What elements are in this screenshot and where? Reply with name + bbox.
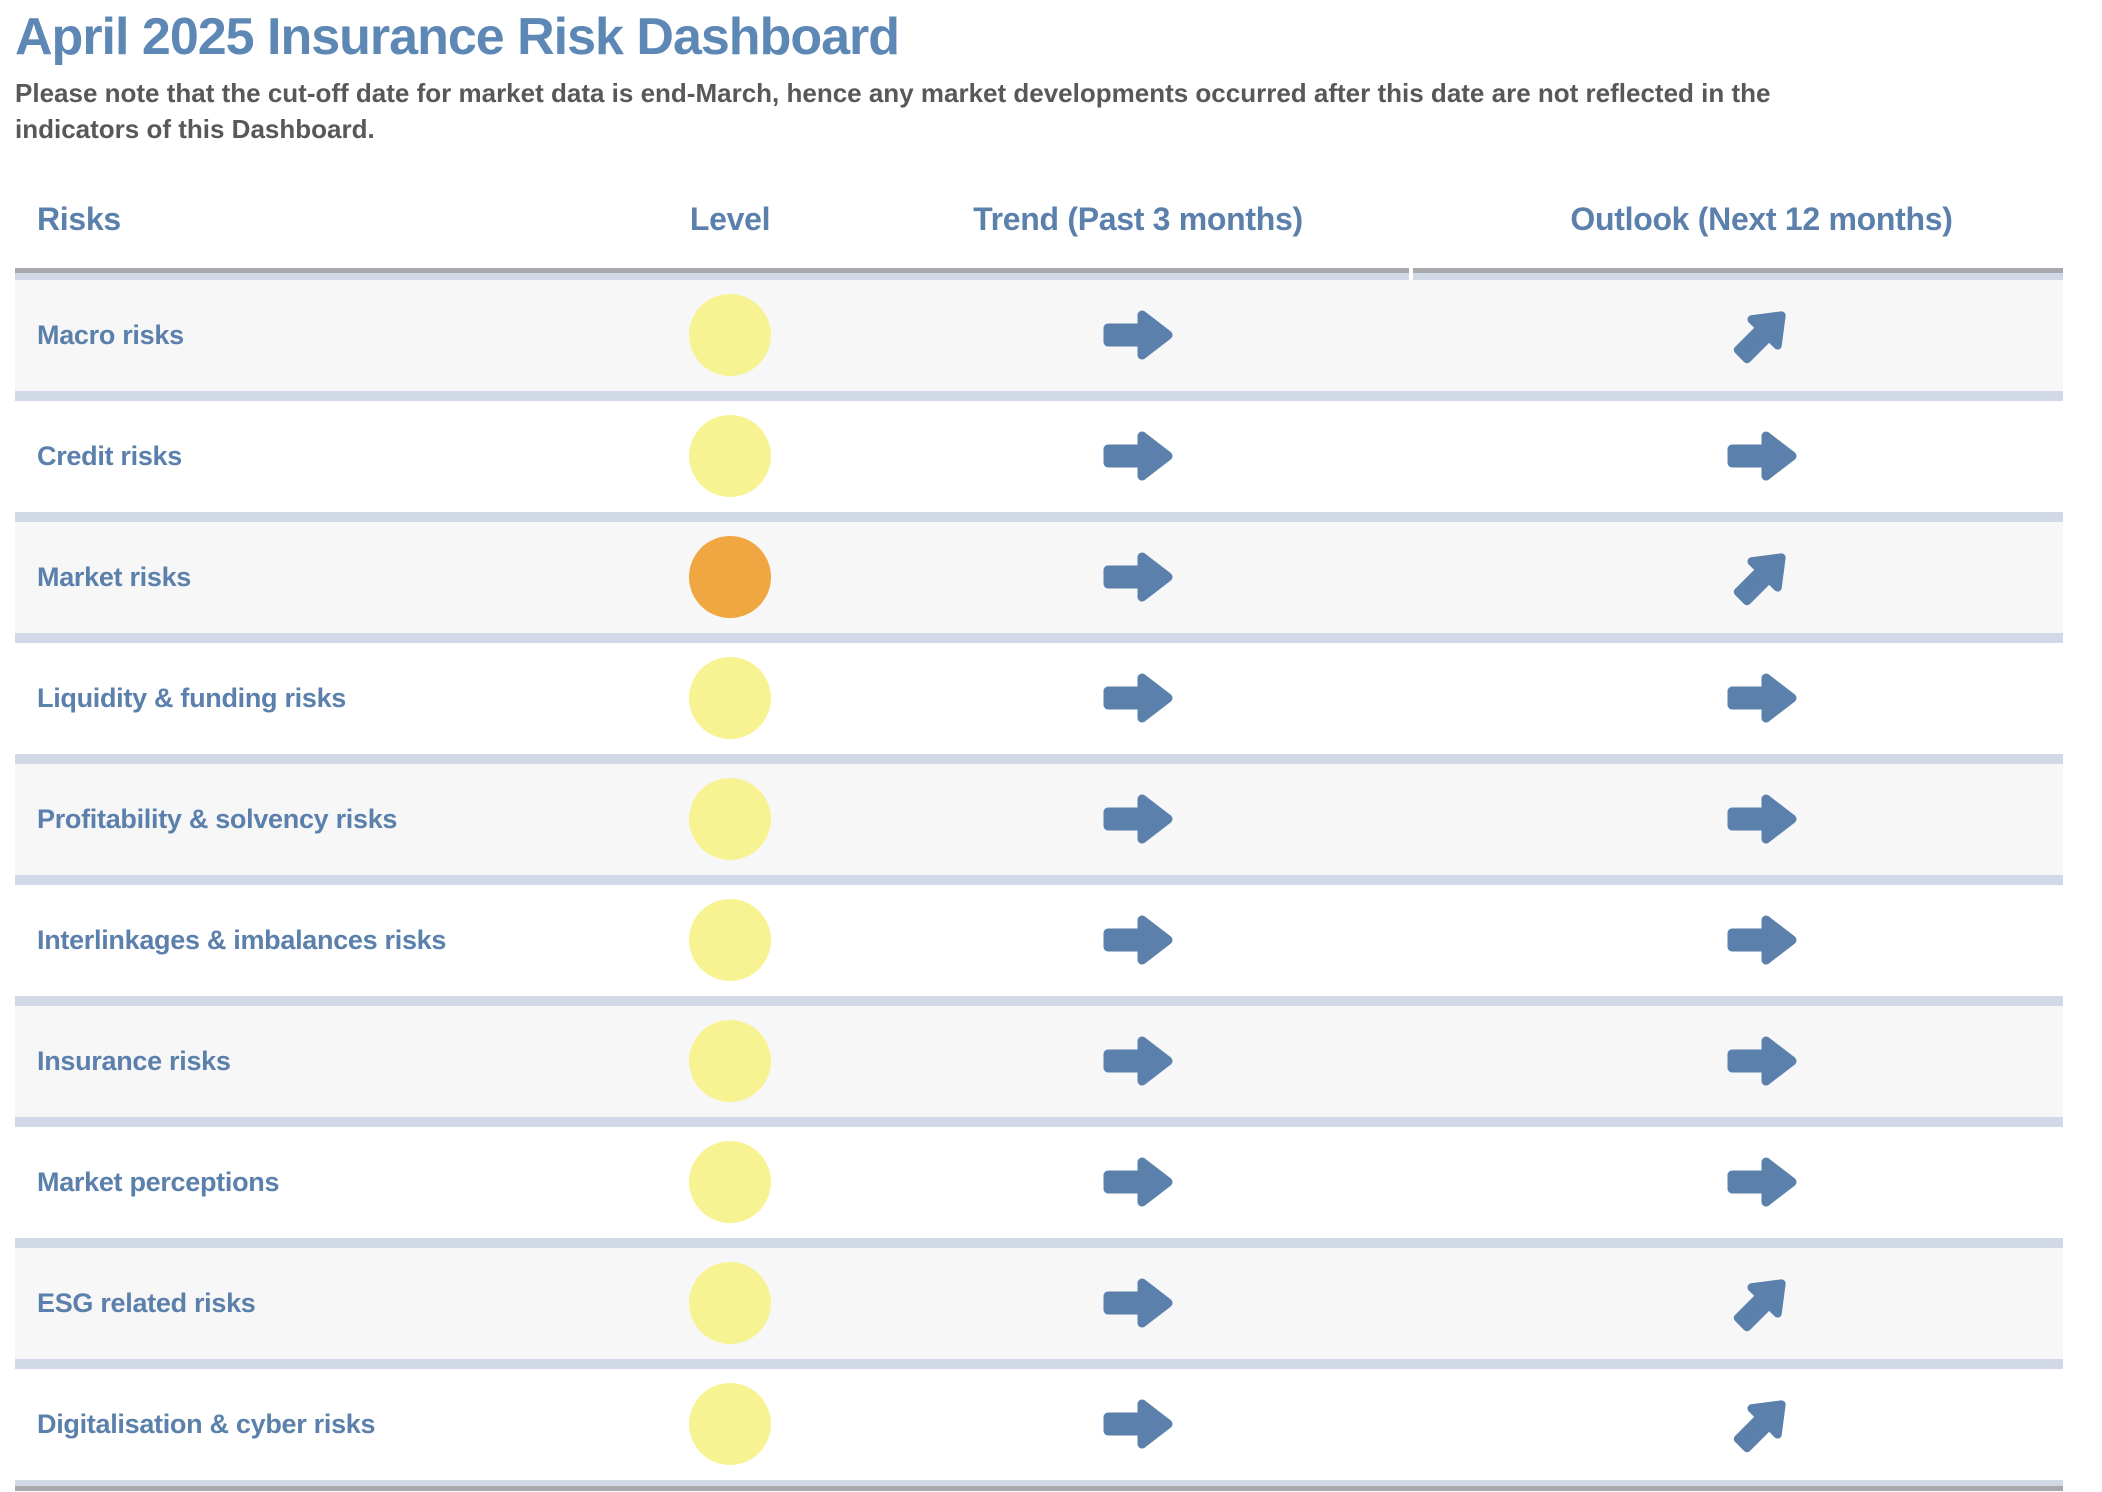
table-bottom-border — [15, 1479, 2063, 1491]
row-separator — [15, 1116, 2063, 1127]
table-row: Market perceptions — [15, 1126, 2063, 1238]
column-header-outlook: Outlook (Next 12 months) — [1570, 201, 1953, 238]
outlook-arrow-icon — [1727, 431, 1796, 481]
trend-cell — [800, 548, 1420, 606]
risk-label: Interlinkages & imbalances risks — [37, 924, 447, 955]
trend-cell — [800, 306, 1420, 364]
column-header-risks: Risks — [37, 201, 121, 238]
risk-label: Liquidity & funding risks — [37, 682, 346, 713]
risk-level-indicator — [689, 1020, 771, 1103]
page-title: April 2025 Insurance Risk Dashboard — [15, 8, 900, 66]
risk-label: Profitability & solvency risks — [37, 803, 398, 834]
trend-cell — [800, 669, 1420, 727]
outlook-arrow-icon — [1733, 553, 1786, 606]
risk-level-indicator — [689, 899, 771, 982]
risk-level-indicator — [689, 1383, 771, 1466]
trend-cell — [800, 1395, 1420, 1453]
cutoff-note: Please note that the cut-off date for ma… — [15, 76, 2085, 148]
trend-cell — [800, 911, 1420, 969]
trend-cell — [800, 790, 1420, 848]
outlook-arrow-icon — [1733, 311, 1786, 364]
trend-arrow-icon — [1103, 1399, 1173, 1449]
risk-label: Insurance risks — [37, 1045, 231, 1076]
table-row: Market risks — [15, 521, 2063, 633]
risk-level-indicator — [689, 778, 771, 861]
header-divider — [15, 267, 2063, 280]
trend-arrow-icon — [1103, 1157, 1173, 1207]
risk-table: Risks Level Trend (Past 3 months) Outloo… — [15, 172, 2063, 1491]
table-row: Credit risks — [15, 400, 2063, 512]
risk-label: Macro risks — [37, 319, 184, 350]
outlook-cell — [1420, 790, 2063, 848]
risk-label: Credit risks — [37, 440, 182, 471]
trend-arrow-icon — [1103, 794, 1173, 844]
table-row: ESG related risks — [15, 1247, 2063, 1359]
outlook-arrow-icon — [1727, 1036, 1796, 1086]
table-row: Insurance risks — [15, 1005, 2063, 1117]
outlook-cell — [1420, 548, 2063, 606]
outlook-cell — [1420, 669, 2063, 727]
trend-cell — [800, 1153, 1420, 1211]
risk-level-indicator — [689, 657, 771, 740]
row-separator — [15, 1358, 2063, 1369]
row-separator — [15, 753, 2063, 764]
outlook-cell — [1420, 427, 2063, 485]
outlook-cell — [1420, 306, 2063, 364]
table-row: Profitability & solvency risks — [15, 763, 2063, 875]
risk-level-indicator — [689, 1141, 771, 1224]
cutoff-note-line2: indicators of this Dashboard. — [15, 114, 375, 145]
table-header-row: Risks Level Trend (Past 3 months) Outloo… — [15, 172, 2063, 268]
trend-arrow-icon — [1103, 431, 1173, 481]
trend-arrow-icon — [1103, 673, 1173, 723]
outlook-cell — [1420, 1395, 2063, 1453]
outlook-cell — [1420, 1274, 2063, 1332]
row-separator — [15, 511, 2063, 522]
outlook-arrow-icon — [1727, 915, 1796, 965]
table-row: Liquidity & funding risks — [15, 642, 2063, 754]
risk-label: ESG related risks — [37, 1287, 256, 1318]
outlook-arrow-icon — [1727, 1157, 1796, 1207]
column-header-trend: Trend (Past 3 months) — [973, 201, 1303, 238]
trend-cell — [800, 1032, 1420, 1090]
row-separator — [15, 1237, 2063, 1248]
outlook-arrow-icon — [1727, 673, 1796, 723]
outlook-cell — [1420, 1032, 2063, 1090]
table-row: Digitalisation & cyber risks — [15, 1368, 2063, 1480]
trend-arrow-icon — [1103, 1278, 1173, 1328]
outlook-cell — [1420, 911, 2063, 969]
outlook-arrow-icon — [1733, 1279, 1786, 1332]
trend-arrow-icon — [1103, 310, 1173, 360]
risk-level-indicator — [689, 294, 771, 377]
row-separator — [15, 632, 2063, 643]
trend-cell — [800, 427, 1420, 485]
cutoff-note-line1: Please note that the cut-off date for ma… — [15, 78, 1771, 109]
risk-level-indicator — [689, 415, 771, 498]
table-row: Macro risks — [15, 279, 2063, 391]
trend-arrow-icon — [1103, 1036, 1173, 1086]
outlook-cell — [1420, 1153, 2063, 1211]
risk-level-indicator — [689, 1262, 771, 1345]
row-separator — [15, 390, 2063, 401]
table-row: Interlinkages & imbalances risks — [15, 884, 2063, 996]
risk-label: Market risks — [37, 561, 191, 592]
risk-label: Market perceptions — [37, 1166, 280, 1197]
trend-cell — [800, 1274, 1420, 1332]
trend-arrow-icon — [1103, 552, 1173, 602]
column-header-level: Level — [689, 201, 771, 238]
trend-arrow-icon — [1103, 915, 1173, 965]
outlook-arrow-icon — [1727, 794, 1796, 844]
row-separator — [15, 874, 2063, 885]
risk-label: Digitalisation & cyber risks — [37, 1408, 376, 1439]
row-separator — [15, 995, 2063, 1006]
outlook-arrow-icon — [1733, 1400, 1786, 1453]
risk-level-indicator — [689, 536, 771, 619]
